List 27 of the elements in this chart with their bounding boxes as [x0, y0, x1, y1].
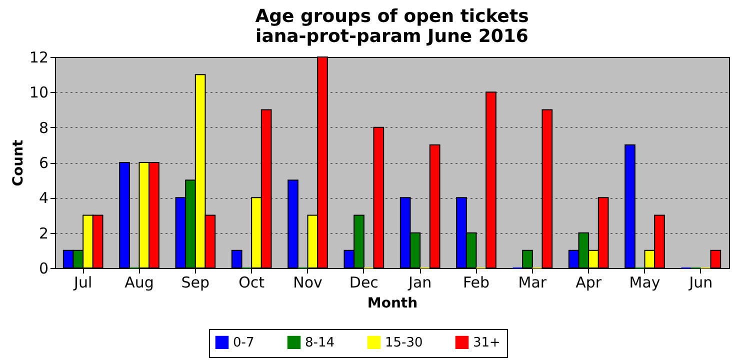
- legend-label: 31+: [473, 335, 500, 350]
- x-tick-label: Dec: [349, 274, 378, 292]
- legend-label: 15-30: [385, 335, 423, 350]
- x-tick-label: Oct: [238, 274, 265, 292]
- x-axis-title: Month: [367, 296, 418, 312]
- legend-label: 0-7: [233, 335, 254, 350]
- y-tick-label: 10: [29, 84, 48, 102]
- x-tick-label: Jul: [73, 274, 92, 292]
- x-tick-label: Mar: [518, 274, 548, 292]
- chart-title: Age groups of open tickets: [255, 6, 529, 27]
- x-tick-label: Sep: [181, 274, 210, 292]
- legend-label: 8-14: [305, 335, 335, 350]
- y-tick-label: 4: [38, 189, 48, 208]
- x-tick-label: May: [629, 274, 660, 292]
- x-tick-label: Apr: [576, 274, 602, 292]
- y-axis-title: Count: [10, 139, 26, 186]
- x-tick-label: Jan: [408, 274, 432, 292]
- y-tick-label: 12: [29, 48, 48, 66]
- x-tick-label: Nov: [293, 274, 323, 292]
- chart-subtitle: iana-prot-param June 2016: [256, 26, 528, 47]
- x-tick-label: Feb: [462, 274, 490, 292]
- y-tick-label: 2: [38, 224, 48, 242]
- x-tick-label: Aug: [124, 274, 154, 292]
- y-tick-label: 0: [38, 260, 48, 278]
- y-tick-label: 6: [38, 154, 48, 172]
- x-tick-label: Jun: [688, 274, 713, 292]
- y-tick-label: 8: [38, 118, 48, 137]
